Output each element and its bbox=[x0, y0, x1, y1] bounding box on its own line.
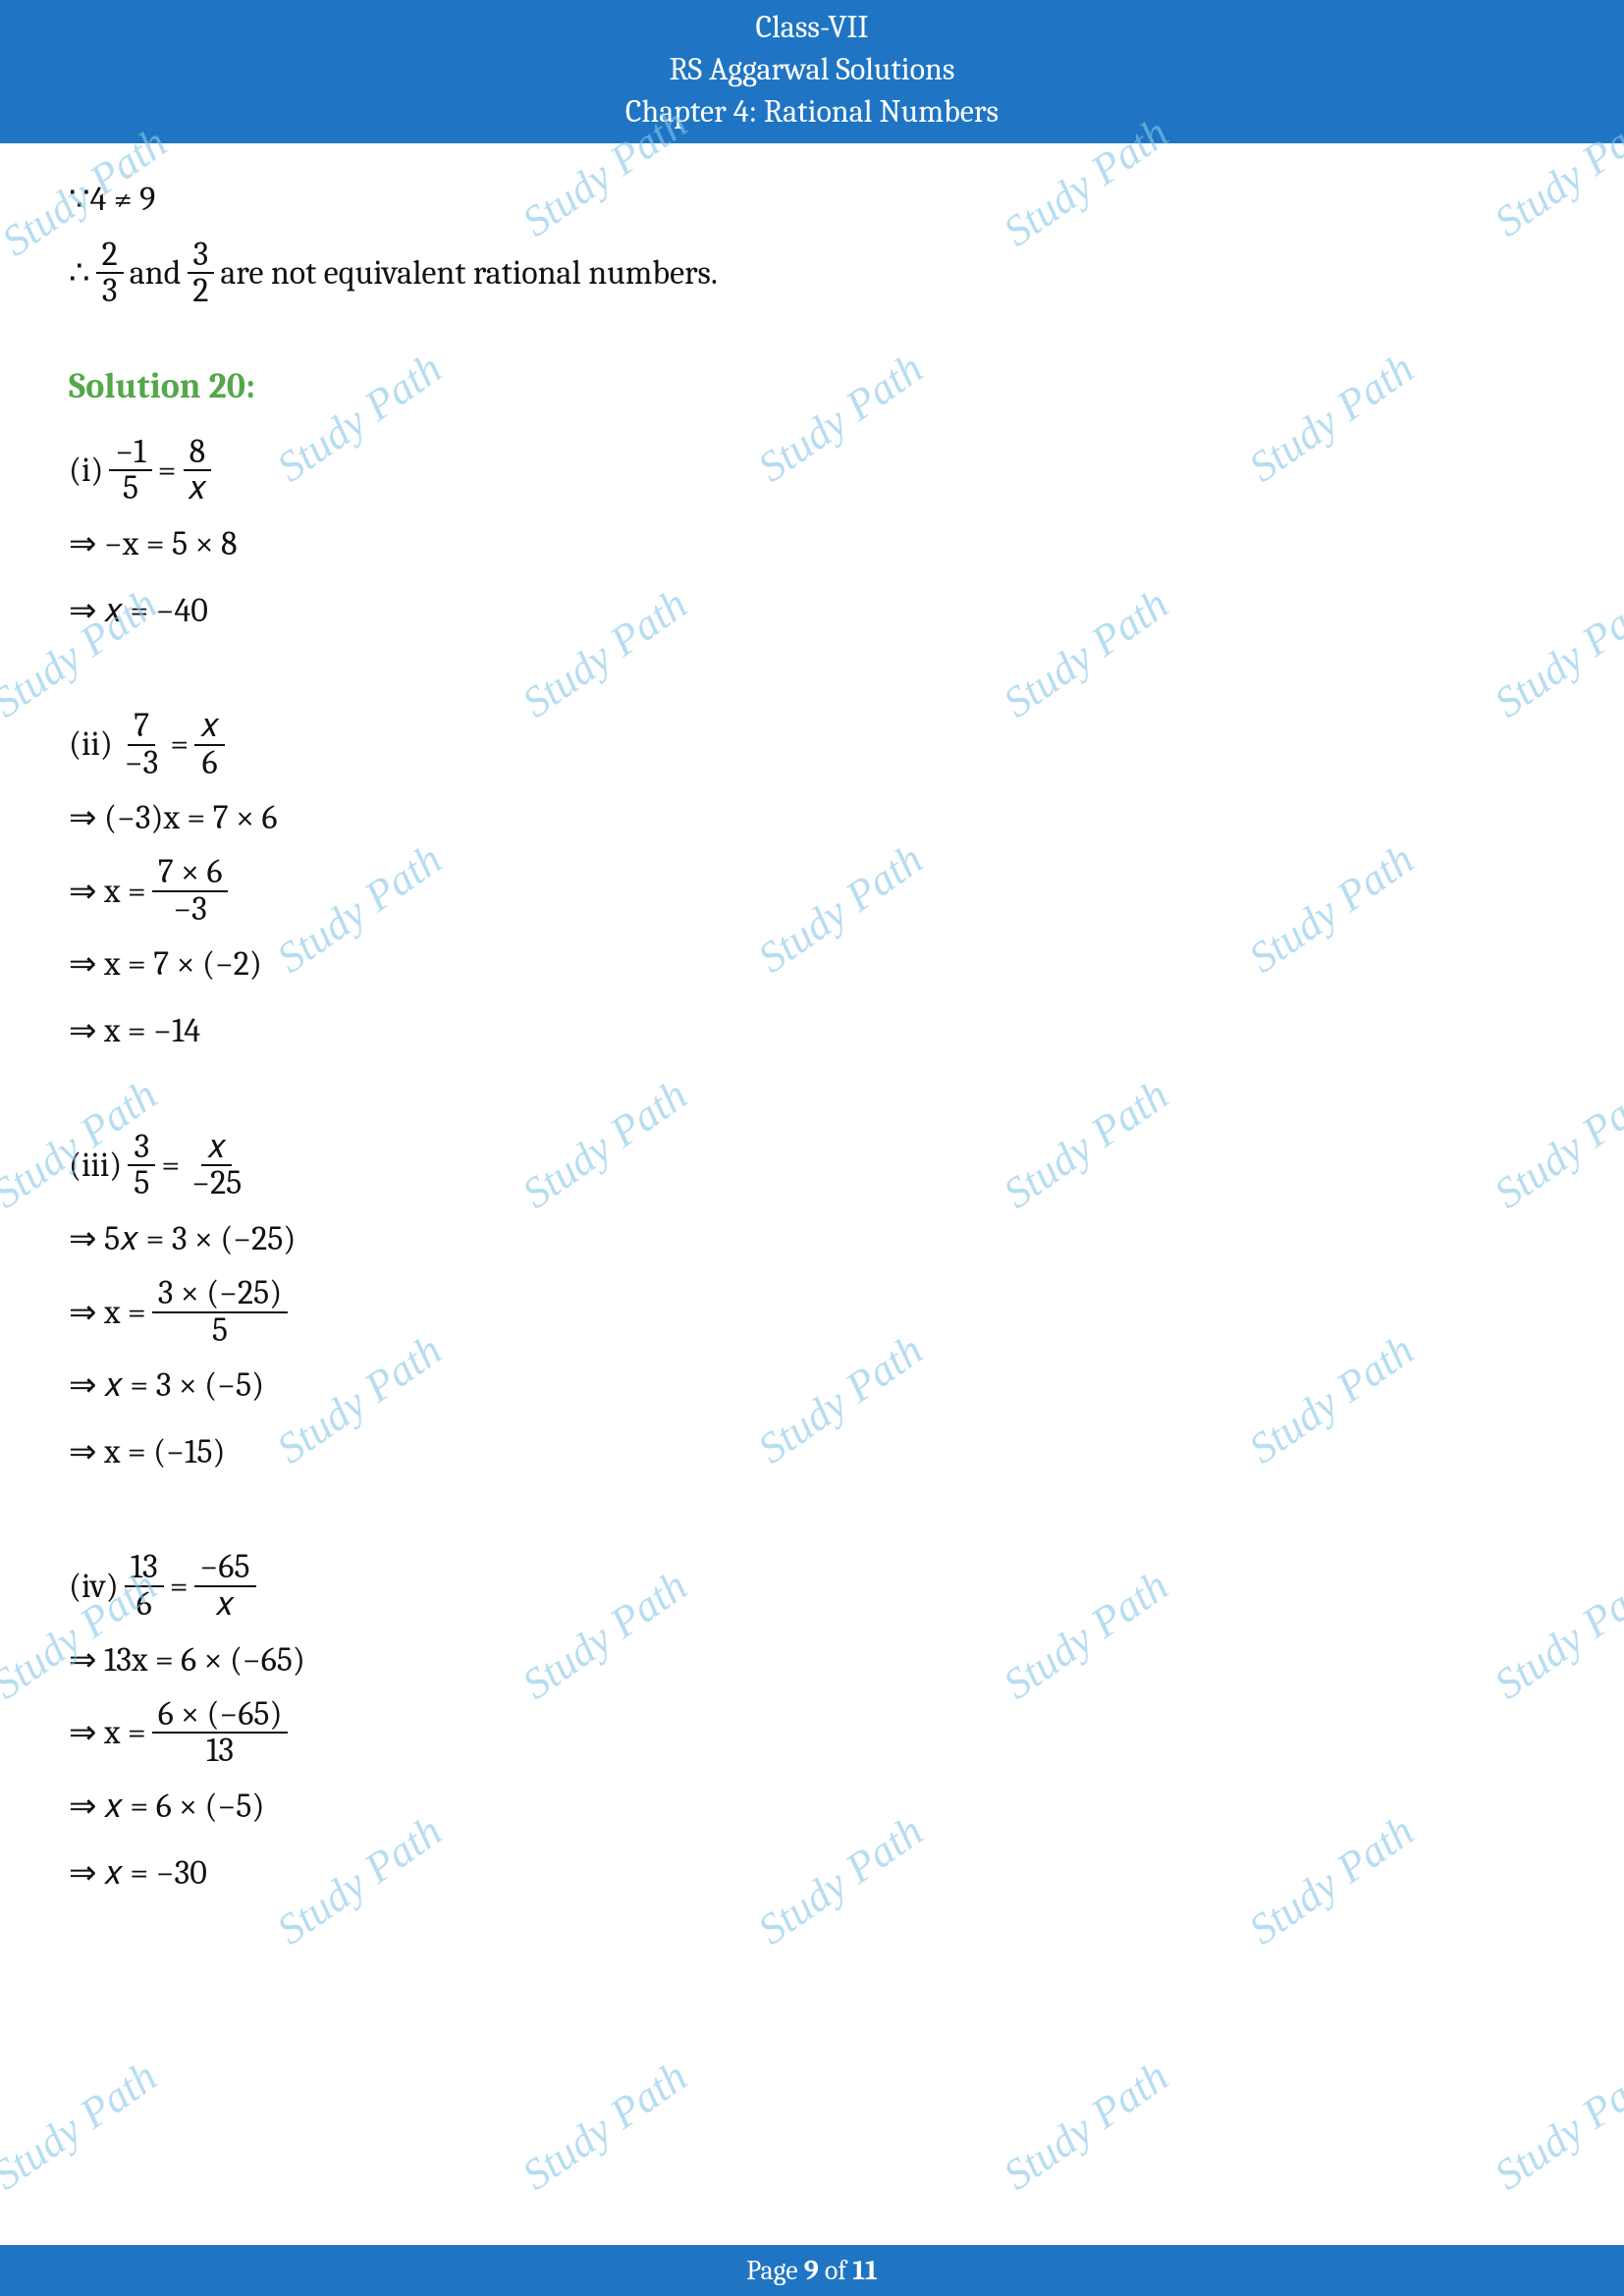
fraction-denominator: 2 bbox=[187, 274, 214, 309]
lhs-fraction: 7 −3 bbox=[119, 709, 165, 780]
step-fraction: 6 × (−65) 13 bbox=[152, 1697, 289, 1769]
intro-frac-1: 2 3 bbox=[96, 238, 124, 309]
part-iv: (iv) 13 6 = −65 𝑥 ⇒ 13x = 6 × (−65) ⇒ x … bbox=[69, 1550, 1555, 1902]
fraction-denominator: 6 bbox=[196, 746, 224, 781]
part-ii-step3: ⇒ x = 7 × (−2) bbox=[69, 935, 1555, 994]
intro-and: and bbox=[130, 246, 182, 299]
watermark: Study Path bbox=[995, 2052, 1177, 2201]
fraction-denominator: −25 bbox=[186, 1166, 247, 1201]
part-iii-step2: ⇒ x = 3 × (−25) 5 bbox=[69, 1276, 1555, 1348]
rhs-fraction: 𝑥 6 bbox=[194, 709, 225, 780]
step-prefix: ⇒ x = bbox=[69, 1706, 146, 1759]
header-line3: Chapter 4: Rational Numbers bbox=[0, 90, 1624, 133]
part-label: (ii) bbox=[69, 718, 113, 771]
fraction-numerator: 3 bbox=[188, 238, 215, 275]
step-prefix: ⇒ x = bbox=[69, 865, 146, 918]
part-iii-step1: ⇒ 5𝑥 = 3 × (−25) bbox=[69, 1209, 1555, 1268]
fraction-denominator: 5 bbox=[128, 1166, 155, 1201]
fraction-denominator: 13 bbox=[200, 1734, 240, 1769]
part-iii-step3: ⇒ 𝑥 = 3 × (−5) bbox=[69, 1356, 1555, 1415]
fraction-numerator: 7 × 6 bbox=[152, 855, 229, 892]
part-label: (iv) bbox=[69, 1560, 119, 1613]
part-iv-step3: ⇒ 𝑥 = 6 × (−5) bbox=[69, 1777, 1555, 1836]
fraction-numerator: 𝑥 bbox=[194, 709, 225, 746]
fraction-denominator: 5 bbox=[206, 1313, 234, 1349]
fraction-denominator: 6 bbox=[131, 1587, 158, 1623]
part-label: (i) bbox=[69, 444, 103, 497]
fraction-numerator: 8 bbox=[184, 435, 212, 472]
part-iii-step4: ⇒ x = (−15) bbox=[69, 1422, 1555, 1481]
lhs-fraction: 3 5 bbox=[128, 1130, 155, 1201]
part-iv-step4: ⇒ 𝑥 = −30 bbox=[69, 1843, 1555, 1902]
watermark: Study Path bbox=[514, 2052, 696, 2201]
fraction-numerator: −1 bbox=[109, 435, 151, 472]
rhs-fraction: −65 𝑥 bbox=[194, 1550, 256, 1622]
fraction-numerator: 6 × (−65) bbox=[152, 1697, 289, 1735]
watermark: Study Path bbox=[0, 2052, 166, 2201]
intro-tail: are not equivalent rational numbers. bbox=[220, 246, 717, 299]
fraction-denominator: −3 bbox=[119, 746, 165, 781]
fraction-denominator: 𝑥 bbox=[182, 471, 212, 507]
header-line2: RS Aggarwal Solutions bbox=[0, 48, 1624, 90]
part-iv-step2: ⇒ x = 6 × (−65) 13 bbox=[69, 1697, 1555, 1769]
fraction-numerator: 13 bbox=[125, 1550, 164, 1587]
solution-heading: Solution 20: bbox=[69, 358, 1555, 415]
fraction-numerator: 𝑥 bbox=[201, 1130, 232, 1167]
rhs-fraction: 8 𝑥 bbox=[182, 435, 212, 507]
rhs-fraction: 𝑥 −25 bbox=[186, 1130, 247, 1201]
fraction-numerator: 3 bbox=[128, 1130, 155, 1167]
header-line1: Class-VII bbox=[0, 6, 1624, 48]
fraction-numerator: 2 bbox=[96, 238, 124, 275]
equals-sign: = bbox=[170, 1560, 189, 1613]
part-i-eq: (i) −1 5 = 8 𝑥 bbox=[69, 435, 1555, 507]
step-prefix: ⇒ x = bbox=[69, 1286, 146, 1339]
part-iv-eq: (iv) 13 6 = −65 𝑥 bbox=[69, 1550, 1555, 1622]
part-i: (i) −1 5 = 8 𝑥 ⇒ −x = 5 × 8 ⇒ 𝑥 = −40 bbox=[69, 435, 1555, 640]
fraction-denominator: −3 bbox=[167, 892, 213, 928]
part-ii-step1: ⇒ (−3)x = 7 × 6 bbox=[69, 788, 1555, 847]
step-fraction: 7 × 6 −3 bbox=[152, 855, 229, 927]
footer-current-page: 9 bbox=[804, 2255, 819, 2286]
therefore-symbol: ∴ bbox=[69, 246, 90, 299]
watermark: Study Path bbox=[1486, 2052, 1624, 2201]
part-label: (iii) bbox=[69, 1139, 122, 1192]
part-iii-eq: (iii) 3 5 = 𝑥 −25 bbox=[69, 1130, 1555, 1201]
lhs-fraction: 13 6 bbox=[125, 1550, 164, 1622]
part-ii-step2: ⇒ x = 7 × 6 −3 bbox=[69, 855, 1555, 927]
footer-middle: of bbox=[819, 2255, 853, 2286]
fraction-denominator: 5 bbox=[117, 471, 144, 507]
part-iii: (iii) 3 5 = 𝑥 −25 ⇒ 5𝑥 = 3 × (−25) ⇒ x =… bbox=[69, 1130, 1555, 1482]
page-footer: Page 9 of 11 bbox=[0, 2245, 1624, 2296]
fraction-numerator: −65 bbox=[194, 1550, 256, 1587]
intro-l1-expr: 4 ≠ 9 bbox=[90, 173, 156, 226]
footer-prefix: Page bbox=[746, 2255, 804, 2286]
page-header: Class-VII RS Aggarwal Solutions Chapter … bbox=[0, 0, 1624, 143]
intro-frac-2: 3 2 bbox=[187, 238, 214, 309]
fraction-numerator: 3 × (−25) bbox=[152, 1276, 288, 1313]
intro-line-2: ∴ 2 3 and 3 2 are not equivalent rationa… bbox=[69, 238, 1555, 309]
fraction-numerator: 7 bbox=[128, 709, 155, 746]
fraction-denominator: 𝑥 bbox=[210, 1587, 241, 1623]
equals-sign: = bbox=[170, 718, 189, 771]
page-content: ∵ 4 ≠ 9 ∴ 2 3 and 3 2 are not equivalent… bbox=[0, 143, 1624, 1903]
part-iv-step1: ⇒ 13x = 6 × (−65) bbox=[69, 1630, 1555, 1689]
footer-total-pages: 11 bbox=[852, 2255, 878, 2286]
because-symbol: ∵ bbox=[69, 173, 90, 226]
fraction-denominator: 3 bbox=[96, 274, 124, 309]
part-i-step2: ⇒ 𝑥 = −40 bbox=[69, 581, 1555, 640]
lhs-fraction: −1 5 bbox=[109, 435, 151, 507]
part-ii: (ii) 7 −3 = 𝑥 6 ⇒ (−3)x = 7 × 6 ⇒ x = 7 … bbox=[69, 709, 1555, 1061]
step-fraction: 3 × (−25) 5 bbox=[152, 1276, 288, 1348]
part-ii-step4: ⇒ x = −14 bbox=[69, 1002, 1555, 1061]
intro-line-1: ∵ 4 ≠ 9 bbox=[69, 171, 1555, 230]
part-ii-eq: (ii) 7 −3 = 𝑥 6 bbox=[69, 709, 1555, 780]
equals-sign: = bbox=[161, 1139, 180, 1192]
part-i-step1: ⇒ −x = 5 × 8 bbox=[69, 514, 1555, 573]
equals-sign: = bbox=[158, 444, 177, 497]
